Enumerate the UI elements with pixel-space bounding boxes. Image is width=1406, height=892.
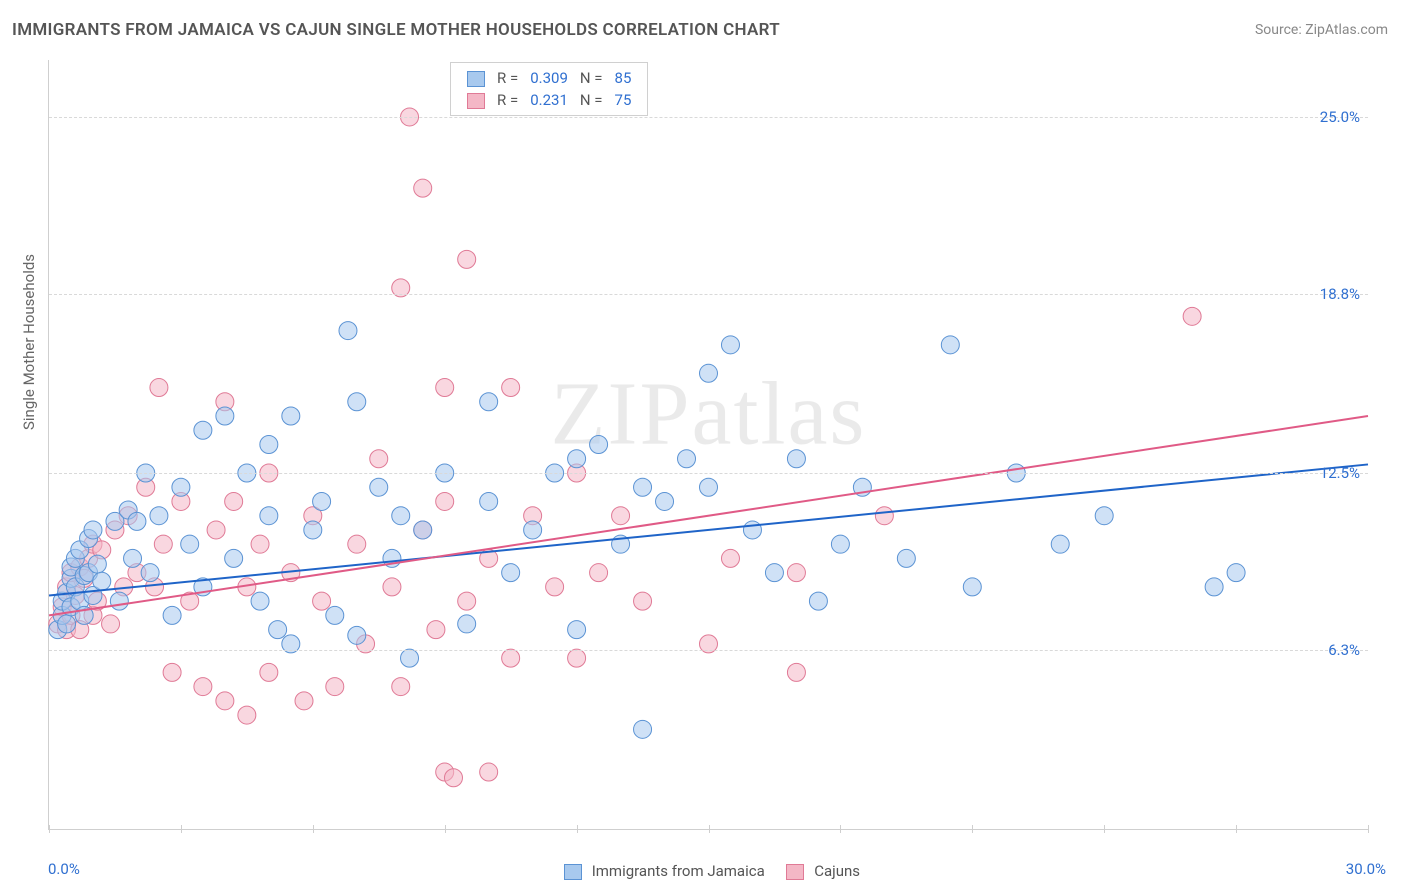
legend-n-value-series2: 75	[609, 89, 638, 111]
y-tick-label: 12.5%	[1320, 464, 1360, 482]
legend-n-label: N =	[574, 89, 609, 111]
chart-title: IMMIGRANTS FROM JAMAICA VS CAJUN SINGLE …	[12, 20, 780, 40]
source-name: ZipAtlas.com	[1305, 22, 1388, 38]
source-attribution: Source: ZipAtlas.com	[1255, 22, 1388, 38]
y-tick-label: 25.0%	[1320, 108, 1360, 126]
y-tick-label: 18.8%	[1320, 285, 1360, 303]
legend-r-label: R =	[491, 89, 524, 111]
correlation-chart: IMMIGRANTS FROM JAMAICA VS CAJUN SINGLE …	[0, 0, 1406, 892]
y-axis-label: Single Mother Households	[20, 254, 38, 430]
plot-area: ZIPatlas 6.3%12.5%18.8%25.0%	[48, 60, 1368, 830]
legend-n-value-series1: 85	[609, 67, 638, 89]
legend-n-label: N =	[574, 67, 609, 89]
legend-r-label: R =	[491, 67, 524, 89]
legend-label-series2: Cajuns	[814, 862, 860, 880]
legend-swatch-bottom-series2	[786, 864, 804, 880]
legend-row-series1: R = 0.309 N = 85	[461, 67, 637, 89]
source-label: Source:	[1255, 22, 1305, 38]
legend-row-series2: R = 0.231 N = 75	[461, 89, 637, 111]
legend-r-value-series1: 0.309	[524, 67, 574, 89]
legend-r-value-series2: 0.231	[524, 89, 574, 111]
correlation-legend: R = 0.309 N = 85 R = 0.231 N = 75	[450, 62, 648, 116]
series-legend: Immigrants from Jamaica Cajuns	[0, 862, 1406, 880]
legend-swatch-bottom-series1	[564, 864, 582, 880]
legend-swatch-series1	[467, 71, 485, 87]
legend-label-series1: Immigrants from Jamaica	[592, 862, 765, 880]
y-tick-label: 6.3%	[1328, 641, 1360, 659]
legend-swatch-series2	[467, 93, 485, 109]
scatter-svg	[49, 60, 1368, 829]
